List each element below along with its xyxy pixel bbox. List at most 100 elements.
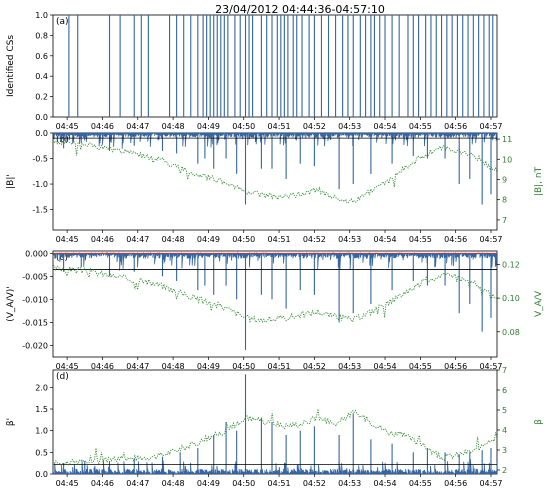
y-right-tick-label: 8 (502, 196, 507, 205)
figure-title: 23/04/2012 04:44:36-04:57:10 (215, 3, 385, 16)
y-right-tick-label: 6 (502, 386, 507, 395)
x-tick-label: 04:57 (479, 122, 502, 131)
y-tick-label: -0.010 (22, 295, 48, 304)
x-tick-label: 04:49 (197, 362, 220, 371)
y-right-tick-label: 0.10 (502, 294, 520, 303)
x-tick-label: 04:45 (56, 235, 79, 244)
y-right-tick-label: 7 (502, 216, 507, 225)
x-tick-label: 04:46 (91, 122, 114, 131)
derivative-noise-trace (53, 133, 497, 149)
panel-label: (b) (56, 135, 69, 145)
panel-frame (52, 250, 498, 358)
y-tick-label: 0.4 (35, 72, 48, 81)
x-tick-label: 04:54 (373, 122, 396, 131)
y-right-tick-label: 7 (502, 366, 507, 375)
x-tick-label: 04:55 (409, 479, 432, 488)
x-tick-label: 04:48 (162, 235, 185, 244)
y-right-tick-label: 0.12 (502, 260, 520, 269)
x-tick-label: 04:52 (303, 479, 326, 488)
y-right-tick-label: 0.08 (502, 328, 520, 337)
x-tick-label: 04:54 (373, 235, 396, 244)
y-tick-label: 1.0 (35, 427, 48, 436)
x-tick-label: 04:53 (338, 122, 361, 131)
quantity-curve (53, 139, 497, 204)
y-right-tick-label: 9 (502, 175, 507, 184)
x-tick-label: 04:52 (303, 235, 326, 244)
x-tick-label: 04:50 (232, 362, 255, 371)
x-tick-label: 04:56 (444, 122, 467, 131)
panel-label: (a) (56, 17, 69, 27)
y-tick-label: 0.8 (35, 31, 48, 40)
y-tick-label: -0.020 (22, 341, 48, 350)
y-tick-label: -0.005 (22, 272, 48, 281)
x-tick-label: 04:47 (126, 235, 149, 244)
x-tick-label: 04:48 (162, 479, 185, 488)
panel-3: (d) 04:45 04:46 04:47 04:48 04:49 04:50 04:51 04… (6, 366, 544, 488)
panel-frame (52, 132, 498, 231)
x-tick-label: 04:55 (409, 362, 432, 371)
panel-plot-area (53, 374, 497, 474)
x-tick-label: 04:49 (197, 122, 220, 131)
x-tick-label: 04:48 (162, 362, 185, 371)
x-tick-label: 04:48 (162, 122, 185, 131)
x-tick-label: 04:49 (197, 479, 220, 488)
y-axis-label: β' (6, 418, 16, 426)
y-tick-label: -0.015 (22, 318, 48, 327)
y-tick-label: 0.0 (35, 470, 48, 479)
x-tick-label: 04:45 (56, 122, 79, 131)
y-tick-label: 0.0 (35, 129, 48, 138)
y-tick-label: 1.5 (35, 405, 48, 414)
y-tick-label: -1.5 (32, 206, 48, 215)
panel-frame (52, 369, 498, 475)
x-tick-label: 04:57 (479, 235, 502, 244)
panels: (a) 04:45 04:46 04:47 04:48 04:49 04:50 04:51 04… (6, 11, 544, 488)
panel-label: (d) (56, 372, 69, 382)
y-tick-label: 0.6 (35, 52, 48, 61)
x-tick-label: 04:51 (268, 122, 291, 131)
y-tick-label: 2.0 (35, 383, 48, 392)
panel-plot-area (53, 251, 497, 351)
x-tick-label: 04:45 (56, 362, 79, 371)
quantity-curve (53, 408, 497, 466)
x-tick-label: 04:56 (444, 479, 467, 488)
panel-label: (c) (56, 253, 68, 263)
y-tick-label: 0.000 (25, 249, 48, 258)
derivative-noise-trace (53, 251, 497, 271)
panel-frame (52, 14, 498, 118)
y-tick-label: 0.2 (35, 93, 48, 102)
y-right-tick-label: 2 (502, 466, 507, 475)
y-right-tick-label: 11 (502, 135, 512, 144)
y-right-tick-label: 10 (502, 155, 512, 164)
x-tick-label: 04:53 (338, 235, 361, 244)
x-tick-label: 04:50 (232, 479, 255, 488)
x-tick-label: 04:56 (444, 362, 467, 371)
y-axis-label: (V_A/V)' (6, 286, 16, 322)
x-tick-label: 04:51 (268, 479, 291, 488)
panel-1: (b) 04:45 04:46 04:47 04:48 04:49 04:50 04:51 04… (6, 129, 544, 244)
y-right-tick-label: 3 (502, 446, 507, 455)
x-tick-label: 04:52 (303, 362, 326, 371)
x-tick-label: 04:47 (126, 122, 149, 131)
y-tick-label: 0.0 (35, 113, 48, 122)
x-tick-label: 04:51 (268, 235, 291, 244)
x-tick-label: 04:52 (303, 122, 326, 131)
y-right-axis-label: V_A/V (534, 290, 544, 317)
panel-plot-area (53, 133, 497, 205)
x-tick-label: 04:50 (232, 122, 255, 131)
x-tick-label: 04:46 (91, 362, 114, 371)
x-tick-label: 04:54 (373, 479, 396, 488)
x-tick-label: 04:46 (91, 235, 114, 244)
y-tick-label: -0.5 (32, 155, 48, 164)
derivative-noise-trace (53, 459, 497, 474)
x-tick-label: 04:57 (479, 479, 502, 488)
y-axis-label: Identified CSs (6, 35, 16, 97)
panel-0: (a) 04:45 04:46 04:47 04:48 04:49 04:50 04:51 04… (6, 11, 503, 131)
x-tick-label: 04:57 (479, 362, 502, 371)
x-tick-label: 04:55 (409, 122, 432, 131)
panel-2: (c) 04:45 04:46 04:47 04:48 04:49 04:50 04:51 04… (6, 249, 544, 371)
x-tick-label: 04:51 (268, 362, 291, 371)
x-tick-label: 04:49 (197, 235, 220, 244)
y-tick-label: 1.0 (35, 11, 48, 20)
y-axis-label: |B|' (6, 174, 16, 189)
